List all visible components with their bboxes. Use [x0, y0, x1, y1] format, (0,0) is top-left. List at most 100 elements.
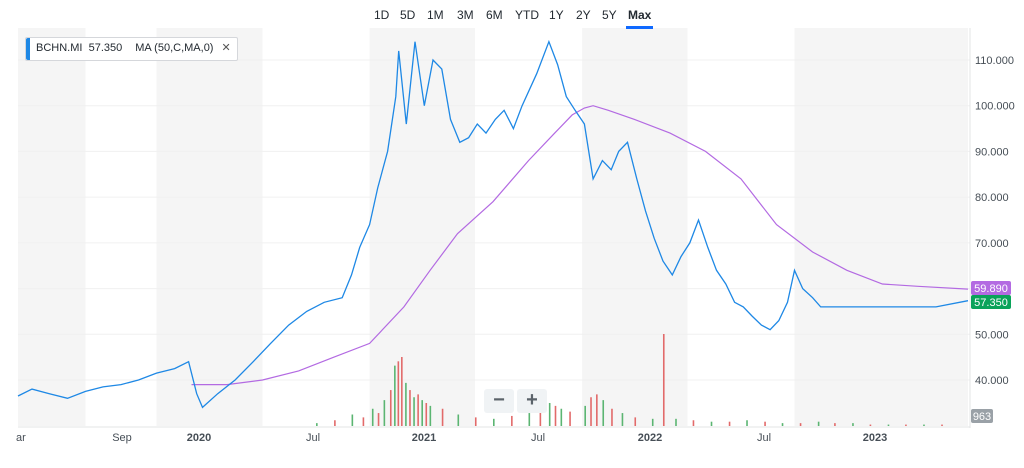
range-button-ytd[interactable]: YTD — [515, 8, 539, 22]
price-value-badge-text: 57.350 — [974, 297, 1008, 309]
range-button-1m[interactable]: 1M — [427, 8, 444, 22]
range-selector: 1D 5D 1M 3M 6M YTD 1Y 2Y 5Y Max — [0, 6, 1024, 29]
volume-bar — [611, 408, 613, 426]
volume-bar — [675, 418, 677, 426]
value-badges: 59.890 57.350 963 — [971, 281, 1011, 423]
volume-bar — [692, 420, 695, 426]
ma-value-badge — [971, 281, 1011, 295]
volume-bar — [905, 424, 907, 426]
y-tick-label: 40.000 — [975, 375, 1009, 387]
volume-bar — [334, 420, 336, 426]
volume-bar — [728, 421, 731, 426]
volume-value-badge — [971, 409, 993, 423]
series-color-swatch — [26, 38, 30, 60]
volume-bar — [590, 397, 592, 426]
volume-bars — [316, 334, 943, 426]
y-tick-label: 100.000 — [975, 101, 1015, 113]
volume-bar — [923, 424, 925, 426]
x-tick-label: 2023 — [863, 432, 887, 444]
volume-bar — [351, 414, 354, 426]
volume-value-badge-text: 963 — [973, 411, 991, 423]
volume-bar — [869, 424, 872, 426]
price-line — [17, 39, 969, 409]
legend-ma[interactable]: MA (50,C,MA,0) — [128, 38, 219, 60]
x-axis-ticks: ar Sep 2020 Jul 2021 Jul 2022 Jul 2023 — [16, 432, 887, 444]
close-icon[interactable]: ✕ — [221, 42, 231, 54]
x-tick-label: Sep — [112, 432, 132, 444]
volume-bar — [511, 415, 513, 426]
volume-bar — [651, 418, 654, 426]
volume-bar — [852, 423, 854, 426]
x-tick-label: 2022 — [638, 432, 662, 444]
y-tick-label: 90.000 — [975, 146, 1009, 158]
volume-bar — [602, 400, 605, 426]
symbol-price: 57.350 — [88, 42, 123, 54]
volume-bar — [781, 423, 784, 426]
range-button-5y[interactable]: 5Y — [602, 8, 617, 22]
shaded-period — [582, 28, 688, 426]
volume-bar — [389, 390, 392, 426]
volume-bar — [413, 397, 415, 426]
volume-bar — [383, 400, 386, 426]
x-tick-label: 2021 — [412, 432, 436, 444]
volume-bar — [621, 413, 624, 426]
volume-bar — [417, 394, 419, 426]
legend-symbol[interactable]: BCHN.MI 57.350 — [30, 38, 128, 60]
x-tick-label: ar — [16, 432, 26, 444]
x-tick-label: Jul — [757, 432, 771, 444]
y-tick-label: 70.000 — [975, 238, 1009, 250]
y-tick-label: 110.000 — [975, 55, 1014, 67]
volume-bar — [457, 414, 460, 426]
x-tick-label: Jul — [306, 432, 320, 444]
volume-bar — [941, 424, 943, 426]
volume-bar — [362, 417, 365, 426]
volume-bar — [474, 417, 477, 426]
volume-bar — [493, 418, 495, 426]
price-value-badge — [971, 295, 1011, 309]
x-tick-label: Jul — [531, 432, 545, 444]
chart-legend: BCHN.MI 57.350 MA (50,C,MA,0) ✕ — [25, 37, 238, 61]
range-button-2y[interactable]: 2Y — [576, 8, 591, 22]
zoom-in-button[interactable]: + — [517, 389, 547, 413]
x-tick-label: 2020 — [187, 432, 211, 444]
volume-bar — [405, 382, 407, 426]
volume-bar — [834, 423, 836, 426]
range-button-1d[interactable]: 1D — [374, 8, 390, 22]
volume-bar — [528, 413, 531, 426]
ma-value-badge-text: 59.890 — [974, 283, 1008, 295]
volume-bar — [441, 408, 444, 426]
volume-bar — [397, 361, 400, 426]
range-button-3m[interactable]: 3M — [457, 8, 474, 22]
zoom-out-button[interactable]: − — [484, 389, 514, 413]
volume-bar — [662, 334, 665, 426]
range-button-5d[interactable]: 5D — [400, 8, 416, 22]
volume-bar — [429, 405, 432, 426]
volume-bar — [799, 423, 802, 426]
y-axis-ticks: 110.000100.00090.00080.00070.00060.00050… — [975, 55, 1015, 387]
volume-bar — [817, 421, 820, 426]
volume-bar — [539, 408, 542, 426]
range-button-6m[interactable]: 6M — [486, 8, 503, 22]
volume-bar — [377, 413, 380, 426]
volume-bar — [425, 403, 428, 426]
volume-bar — [596, 394, 598, 426]
moving-average-line — [191, 105, 969, 386]
volume-bar — [421, 400, 424, 426]
volume-bar — [401, 357, 403, 426]
volume-bar — [887, 424, 890, 426]
volume-bar — [560, 408, 563, 426]
volume-bar — [569, 411, 571, 426]
volume-bar — [316, 423, 318, 426]
symbol-text: BCHN.MI — [36, 42, 83, 54]
range-button-1y[interactable]: 1Y — [549, 8, 564, 22]
volume-bar — [371, 408, 374, 426]
period-shading — [18, 28, 968, 426]
volume-bar — [710, 421, 713, 426]
volume-bar — [548, 403, 551, 426]
shaded-period — [18, 28, 86, 426]
volume-bar — [634, 417, 637, 426]
volume-bar — [584, 405, 586, 426]
range-button-max[interactable]: Max — [626, 6, 654, 29]
y-grid — [18, 59, 970, 381]
